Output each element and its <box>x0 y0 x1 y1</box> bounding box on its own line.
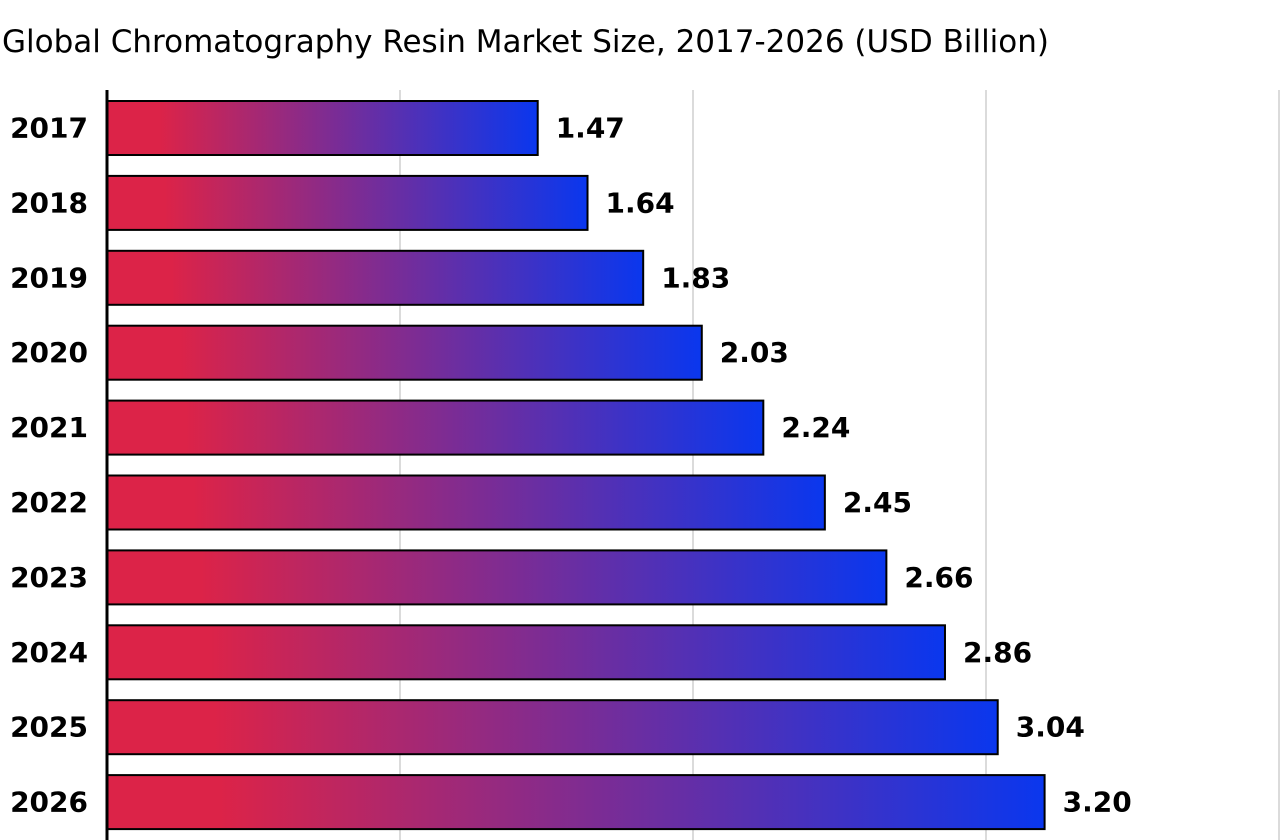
bar-2023 <box>106 549 888 606</box>
bar-2020 <box>106 324 703 381</box>
data-label: 2.03 <box>720 336 789 369</box>
y-tick-label: 2018 <box>10 186 88 219</box>
data-label: 2.45 <box>843 486 912 519</box>
data-label: 1.47 <box>556 112 625 145</box>
data-label: 2.66 <box>904 561 973 594</box>
bar-2026 <box>106 774 1046 831</box>
y-tick-label: 2026 <box>10 786 88 819</box>
bars <box>106 100 1046 831</box>
y-tick-label: 2017 <box>10 112 88 145</box>
y-tick-label: 2024 <box>10 636 88 669</box>
data-label: 3.20 <box>1063 786 1132 819</box>
data-label: 3.04 <box>1016 711 1085 744</box>
y-tick-label: 2021 <box>10 411 88 444</box>
data-label: 2.24 <box>781 411 850 444</box>
y-tick-label: 2020 <box>10 336 88 369</box>
y-tick-label: 2023 <box>10 561 88 594</box>
chart-title: Global Chromatography Resin Market Size,… <box>2 24 1050 60</box>
y-tick-label: 2022 <box>10 486 88 519</box>
bar-2019 <box>106 249 645 306</box>
y-tick-label: 2025 <box>10 711 88 744</box>
bar-2022 <box>106 474 826 531</box>
bar-2021 <box>106 399 765 456</box>
bar-2024 <box>106 624 946 681</box>
bar-2018 <box>106 174 589 231</box>
bar-2025 <box>106 699 999 756</box>
bar-2017 <box>106 100 539 156</box>
data-label: 1.64 <box>606 186 675 219</box>
data-label: 1.83 <box>661 261 730 294</box>
labels: 2017 1.47 2018 1.64 2019 1.83 2020 2.03 2021 2.24… <box>10 112 1132 819</box>
y-tick-label: 2019 <box>10 261 88 294</box>
data-label: 2.86 <box>963 636 1032 669</box>
